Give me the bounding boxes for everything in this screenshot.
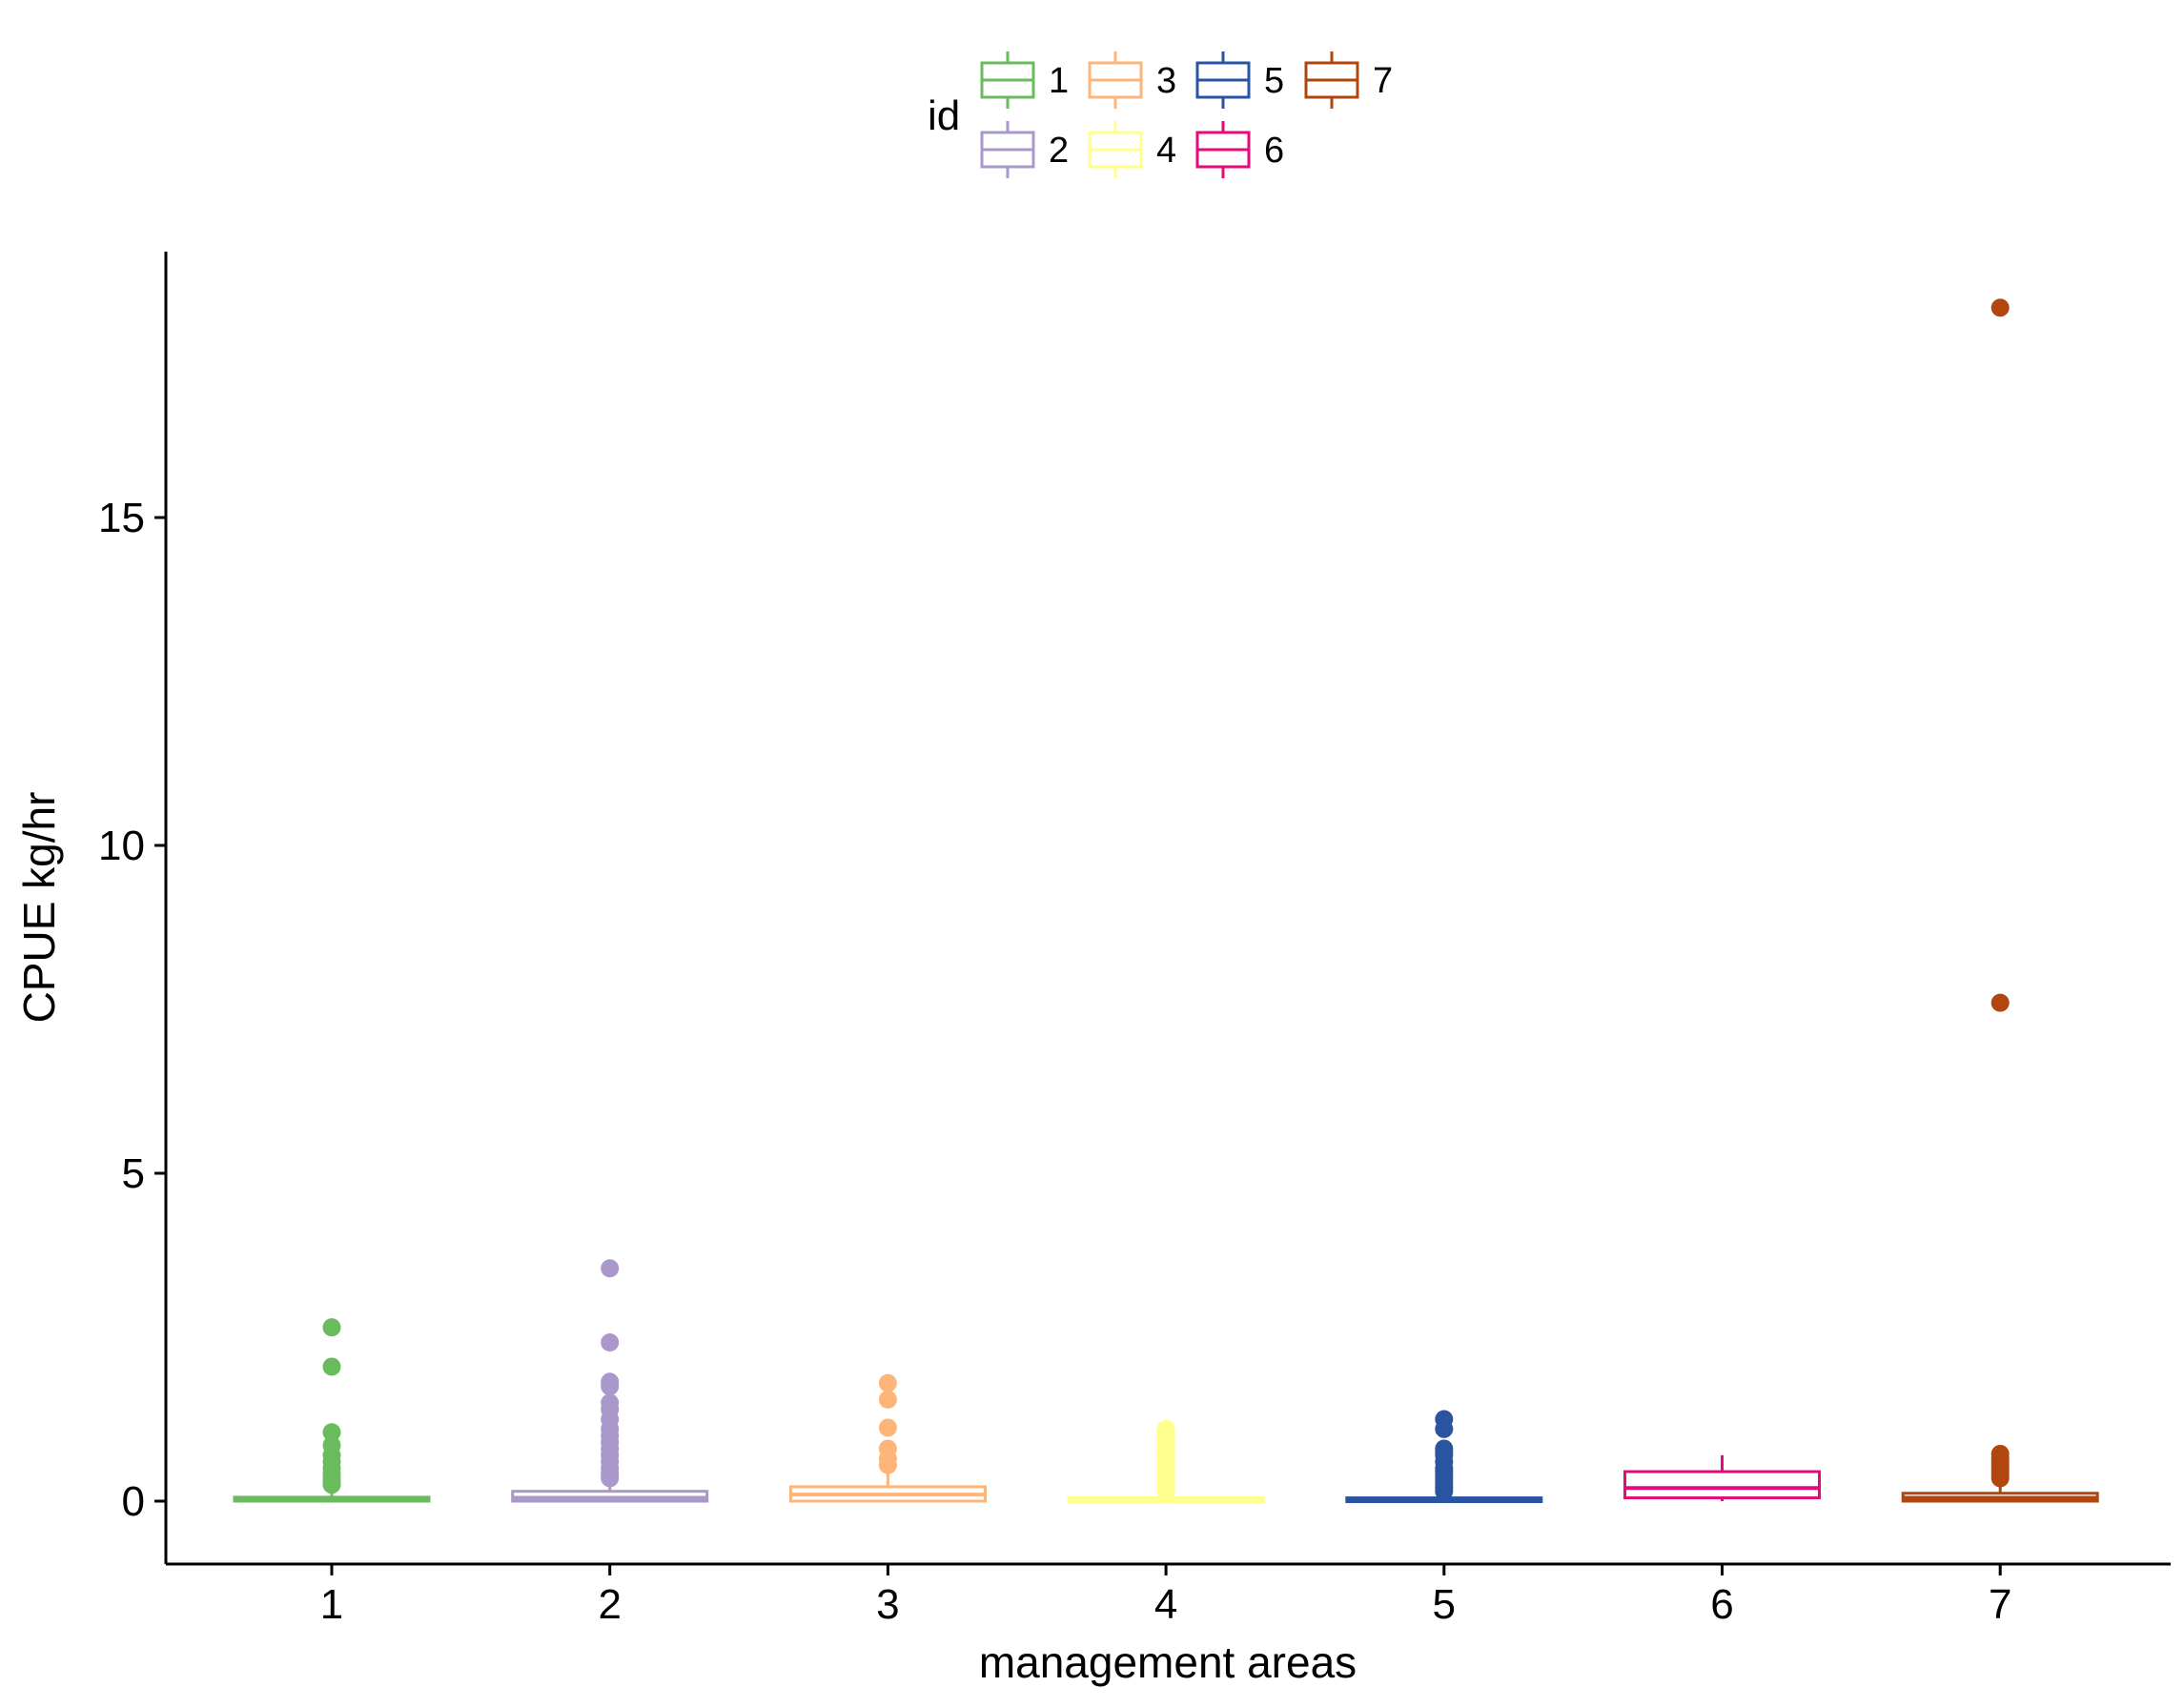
outlier-point xyxy=(601,1259,620,1278)
legend-item-5: 5 xyxy=(1195,51,1284,109)
plot-area: 0 5 10 15 1 2 3 4 5 6 7 xyxy=(98,252,2171,1628)
outlier-point xyxy=(601,1333,620,1352)
outlier-point xyxy=(322,1318,341,1337)
legend-label: 7 xyxy=(1373,61,1393,101)
box-series-5 xyxy=(1345,1410,1543,1504)
legend-item-1: 1 xyxy=(980,51,1069,109)
legend-label: 4 xyxy=(1156,131,1176,171)
box-series-7 xyxy=(1901,298,2099,1503)
x-tick-label: 7 xyxy=(1989,1581,2011,1628)
x-axis-ticks: 1 2 3 4 5 6 7 xyxy=(320,1564,2011,1628)
legend-item-3: 3 xyxy=(1088,51,1176,109)
outlier-point xyxy=(1990,298,2010,317)
outlier-point xyxy=(1990,1469,2010,1488)
outlier-point xyxy=(601,1377,620,1396)
outlier-point xyxy=(1990,993,2010,1012)
y-axis-title: CPUE kg/hr xyxy=(14,792,64,1024)
y-axis-ticks: 0 5 10 15 xyxy=(98,495,166,1525)
outlier-point xyxy=(878,1418,897,1437)
legend-item-7: 7 xyxy=(1304,51,1393,109)
legend-item-6: 6 xyxy=(1195,121,1284,178)
legend-item-4: 4 xyxy=(1088,121,1176,178)
outlier-point xyxy=(322,1475,341,1494)
x-tick-label: 4 xyxy=(1154,1581,1177,1628)
outlier-point xyxy=(1156,1482,1175,1501)
x-tick-label: 6 xyxy=(1710,1581,1733,1628)
outlier-point xyxy=(322,1423,341,1442)
outlier-point xyxy=(1435,1482,1454,1501)
outlier-point xyxy=(878,1390,897,1409)
box-series-3 xyxy=(788,1373,987,1503)
box-series-6 xyxy=(1623,1454,1821,1501)
x-axis-title: management areas xyxy=(979,1637,1357,1687)
x-tick-label: 5 xyxy=(1433,1581,1456,1628)
box-series-2 xyxy=(511,1259,709,1503)
x-tick-label: 2 xyxy=(598,1581,621,1628)
outlier-point xyxy=(1435,1419,1454,1438)
legend-label: 1 xyxy=(1049,61,1069,101)
legend-label: 2 xyxy=(1049,131,1069,171)
y-tick-label: 10 xyxy=(98,823,145,869)
legend-item-2: 2 xyxy=(980,121,1069,178)
box-series-4 xyxy=(1067,1419,1265,1504)
x-tick-label: 1 xyxy=(320,1581,343,1628)
box-series-1 xyxy=(233,1318,431,1503)
legend-label: 6 xyxy=(1264,131,1284,171)
outlier-point xyxy=(878,1455,897,1474)
y-tick-label: 15 xyxy=(98,495,145,541)
y-tick-label: 0 xyxy=(122,1478,145,1525)
legend-label: 5 xyxy=(1264,61,1284,101)
outlier-point xyxy=(601,1469,620,1488)
legend: id 1 2 3 4 5 6 7 xyxy=(928,51,1393,178)
x-tick-label: 3 xyxy=(876,1581,899,1628)
y-tick-label: 5 xyxy=(122,1150,145,1197)
outlier-point xyxy=(322,1357,341,1376)
box xyxy=(1623,1470,1821,1500)
outlier-point xyxy=(878,1373,897,1392)
legend-label: 3 xyxy=(1156,61,1176,101)
legend-title: id xyxy=(928,92,960,139)
